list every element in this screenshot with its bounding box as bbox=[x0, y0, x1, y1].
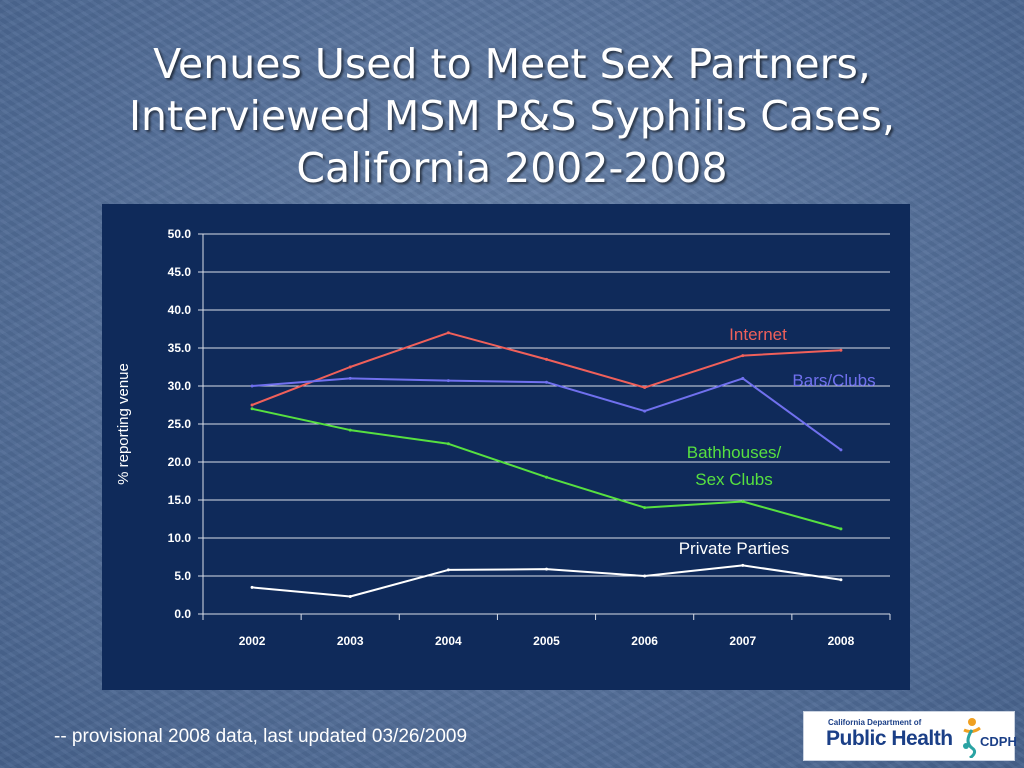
title-line-1: Venues Used to Meet Sex Partners, bbox=[153, 40, 871, 88]
logo-small-text: California Department of bbox=[828, 718, 922, 727]
data-point bbox=[348, 365, 352, 369]
data-point bbox=[741, 500, 745, 504]
series-label: Private Parties bbox=[679, 539, 790, 558]
data-point bbox=[348, 428, 352, 432]
x-tick-label: 2004 bbox=[435, 634, 462, 648]
y-tick-label: 15.0 bbox=[168, 493, 192, 507]
logo-figure-icon bbox=[963, 718, 981, 758]
data-point bbox=[643, 574, 647, 578]
data-point bbox=[643, 506, 647, 510]
line-chart: 0.0 5.0 10.0 15.0 20.0 25.0 30.0 35.0 40.0 45.0 50… bbox=[115, 227, 891, 648]
x-tick-label: 2005 bbox=[533, 634, 560, 648]
logo-acronym: CDPH bbox=[980, 734, 1017, 749]
data-point bbox=[741, 563, 745, 567]
series-label: Sex Clubs bbox=[695, 470, 772, 489]
data-point bbox=[250, 384, 254, 388]
data-point bbox=[839, 448, 843, 452]
y-tick-label: 50.0 bbox=[168, 227, 192, 241]
cdph-logo: California Department of Public Health C… bbox=[803, 711, 1017, 761]
data-point bbox=[250, 403, 254, 407]
data-point bbox=[839, 527, 843, 531]
y-axis-title: % reporting venue bbox=[115, 363, 132, 485]
data-point bbox=[348, 376, 352, 380]
x-tick-label: 2008 bbox=[828, 634, 855, 648]
x-tick-label: 2003 bbox=[337, 634, 364, 648]
data-point bbox=[839, 348, 843, 352]
data-point bbox=[446, 568, 450, 572]
x-tick-label: 2006 bbox=[631, 634, 658, 648]
y-tick-label: 5.0 bbox=[174, 569, 191, 583]
y-tick-label: 30.0 bbox=[168, 379, 192, 393]
y-tick-label: 0.0 bbox=[174, 607, 191, 621]
series-line-bars-clubs bbox=[251, 377, 842, 451]
data-point bbox=[545, 380, 548, 384]
y-tick-label: 35.0 bbox=[168, 341, 192, 355]
data-point bbox=[348, 595, 352, 599]
y-tick-label: 10.0 bbox=[168, 531, 192, 545]
footnote: -- provisional 2008 data, last updated 0… bbox=[54, 726, 468, 747]
series-line-bathhouses-sex-clubs bbox=[251, 407, 842, 530]
data-point bbox=[250, 585, 254, 589]
data-point bbox=[741, 354, 745, 358]
data-point bbox=[839, 578, 843, 582]
data-point bbox=[446, 442, 450, 446]
slide-title: Venues Used to Meet Sex Partners, Interv… bbox=[0, 38, 1024, 194]
data-point bbox=[545, 357, 548, 361]
x-tick-label: 2002 bbox=[239, 634, 266, 648]
data-point bbox=[446, 331, 450, 335]
y-tick-label: 45.0 bbox=[168, 265, 192, 279]
y-tick-label: 20.0 bbox=[168, 455, 192, 469]
data-point bbox=[545, 475, 548, 479]
data-point bbox=[545, 567, 548, 571]
x-tick-label: 2007 bbox=[729, 634, 756, 648]
title-line-2: Interviewed MSM P&S Syphilis Cases, bbox=[128, 92, 896, 140]
title-line-3: California 2002-2008 bbox=[296, 144, 728, 192]
data-point bbox=[643, 386, 647, 390]
data-point bbox=[741, 376, 745, 380]
y-tick-label: 40.0 bbox=[168, 303, 192, 317]
logo-big-text: Public Health bbox=[826, 727, 953, 750]
series-label: Internet bbox=[729, 325, 787, 344]
chart-panel: 0.0 5.0 10.0 15.0 20.0 25.0 30.0 35.0 40.0 45.0 50… bbox=[102, 204, 910, 690]
data-point bbox=[643, 409, 647, 413]
data-point bbox=[250, 407, 254, 411]
data-point bbox=[446, 379, 450, 383]
series-label: Bars/Clubs bbox=[792, 371, 875, 390]
series-label: Bathhouses/ bbox=[687, 443, 782, 462]
y-tick-label: 25.0 bbox=[168, 417, 192, 431]
